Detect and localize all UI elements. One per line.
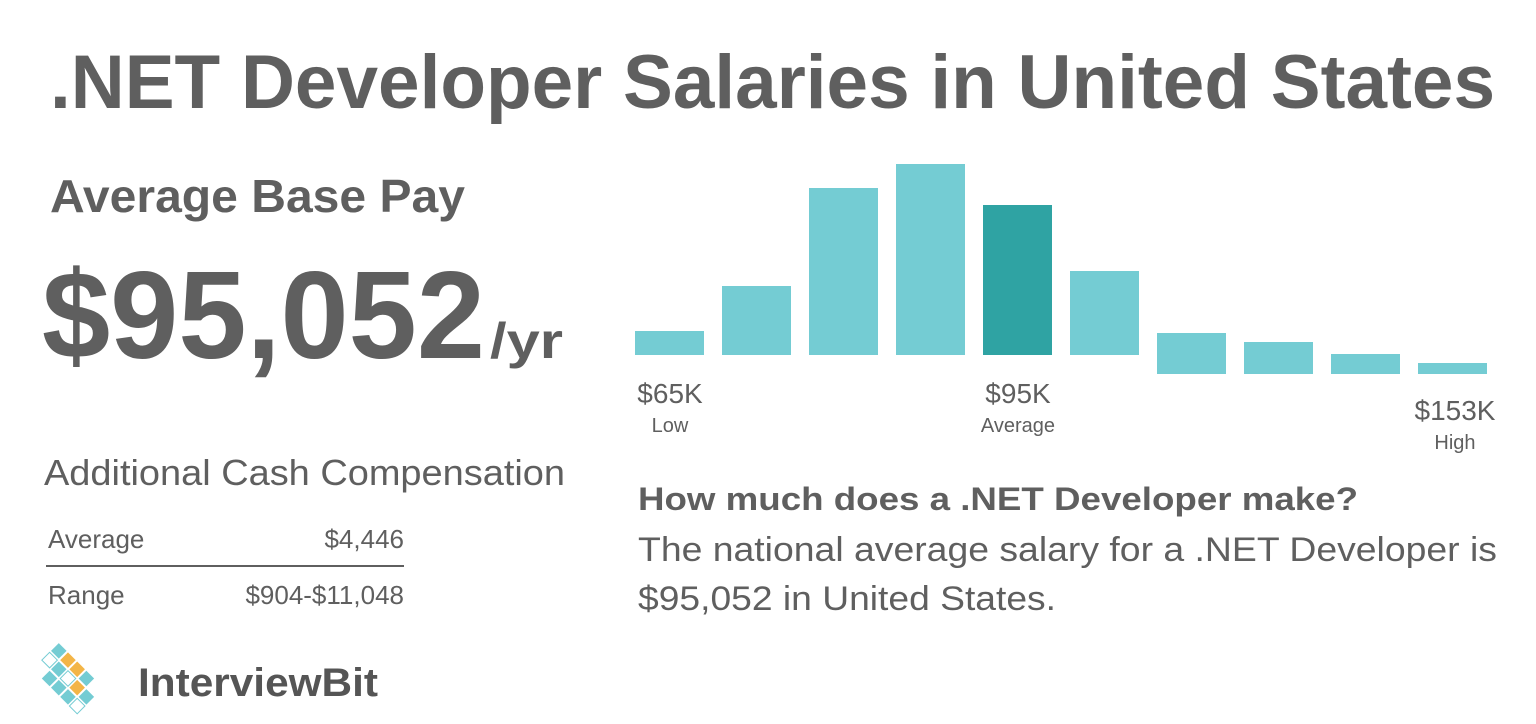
row-value: $4,446 (324, 524, 404, 554)
bar (722, 286, 791, 355)
title: .NET Developer Salaries in United States (50, 40, 1495, 125)
bar (809, 188, 878, 355)
annotation-sub: High (1434, 432, 1475, 454)
question-title: How much does a .NET Developer make? (638, 481, 1358, 517)
additional-title: Additional Cash Compensation (44, 452, 565, 493)
bar (983, 205, 1052, 355)
bar (896, 164, 965, 355)
annotation-label: $153K (1415, 395, 1496, 426)
pay-label: Average Base Pay (50, 170, 465, 222)
row-label: Range (48, 580, 125, 610)
logo-text: InterviewBit (138, 661, 378, 705)
pay-amount: $95,052 (42, 247, 485, 385)
row-label: Average (48, 524, 144, 554)
annotation-label: $65K (637, 378, 703, 409)
pay-unit: /yr (490, 313, 563, 369)
bar (1244, 342, 1313, 374)
annotation-label: $95K (985, 378, 1051, 409)
bar (1157, 333, 1226, 374)
bar (1331, 354, 1400, 374)
annotation-sub: Average (981, 415, 1055, 437)
bar (1418, 363, 1487, 374)
annotation-sub: Low (652, 415, 689, 437)
question-text: $95,052 in United States. (638, 580, 1056, 618)
question-text: The national average salary for a .NET D… (638, 531, 1497, 569)
bar (635, 331, 704, 355)
row-value: $904-$11,048 (245, 580, 404, 610)
bar (1070, 271, 1139, 355)
